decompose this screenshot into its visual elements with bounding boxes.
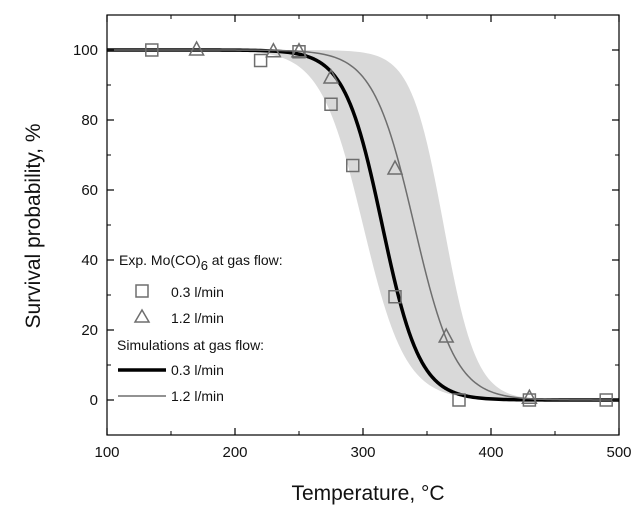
legend-triangle-marker <box>133 308 151 323</box>
square-marker <box>324 97 338 111</box>
square-marker <box>388 290 402 304</box>
shaded-band <box>107 50 619 400</box>
y-tick-label: 0 <box>90 392 98 409</box>
x-tick-label: 100 <box>94 444 119 461</box>
triangle-marker <box>437 327 455 343</box>
square-marker <box>346 158 360 173</box>
legend-sim-heading: Simulations at gas flow: <box>117 337 264 353</box>
triangle-marker <box>386 159 404 175</box>
axis-ticks: 100 200 300 400 500 0 20 40 60 80 100 <box>73 14 632 461</box>
triangle-marker <box>322 68 340 84</box>
y-tick-label: 80 <box>81 112 98 129</box>
y-tick-label: 60 <box>81 182 98 199</box>
legend-exp-heading-main: Exp. Mo(CO) <box>119 252 201 268</box>
triangle-marker <box>265 42 282 58</box>
triangle-marker <box>521 388 538 404</box>
legend-exp-heading: Exp. Mo(CO)6 at gas flow: <box>119 252 283 273</box>
legend-exp-heading-sub: 6 <box>201 258 208 273</box>
x-tick-label: 200 <box>222 444 247 461</box>
legend: Exp. Mo(CO)6 at gas flow: 0.3 l/min 1.2 … <box>117 252 283 404</box>
square-marker <box>292 45 306 59</box>
triangle-marker <box>290 42 308 58</box>
x-axis-title: Temperature, °C <box>291 482 444 505</box>
y-tick-label: 20 <box>81 322 98 339</box>
square-marker <box>253 53 268 68</box>
legend-exp-0-3-label: 0.3 l/min <box>171 284 224 300</box>
legend-exp-1-2-label: 1.2 l/min <box>171 310 224 326</box>
triangle-marker <box>188 40 205 56</box>
square-marker <box>145 43 159 57</box>
legend-sim-1-2-label: 1.2 l/min <box>171 388 224 404</box>
x-tick-label: 500 <box>606 444 631 461</box>
legend-square-marker <box>135 284 149 298</box>
y-tick-label: 40 <box>81 252 98 269</box>
y-tick-label: 100 <box>73 42 98 59</box>
square-marker <box>452 393 466 407</box>
uncertainty-band <box>107 50 619 400</box>
y-axis-title: Survival probability, % <box>22 123 45 328</box>
legend-exp-heading-tail: at gas flow: <box>208 252 283 268</box>
x-tick-label: 400 <box>478 444 503 461</box>
legend-sim-0-3-label: 0.3 l/min <box>171 362 224 378</box>
x-tick-label: 300 <box>350 444 375 461</box>
